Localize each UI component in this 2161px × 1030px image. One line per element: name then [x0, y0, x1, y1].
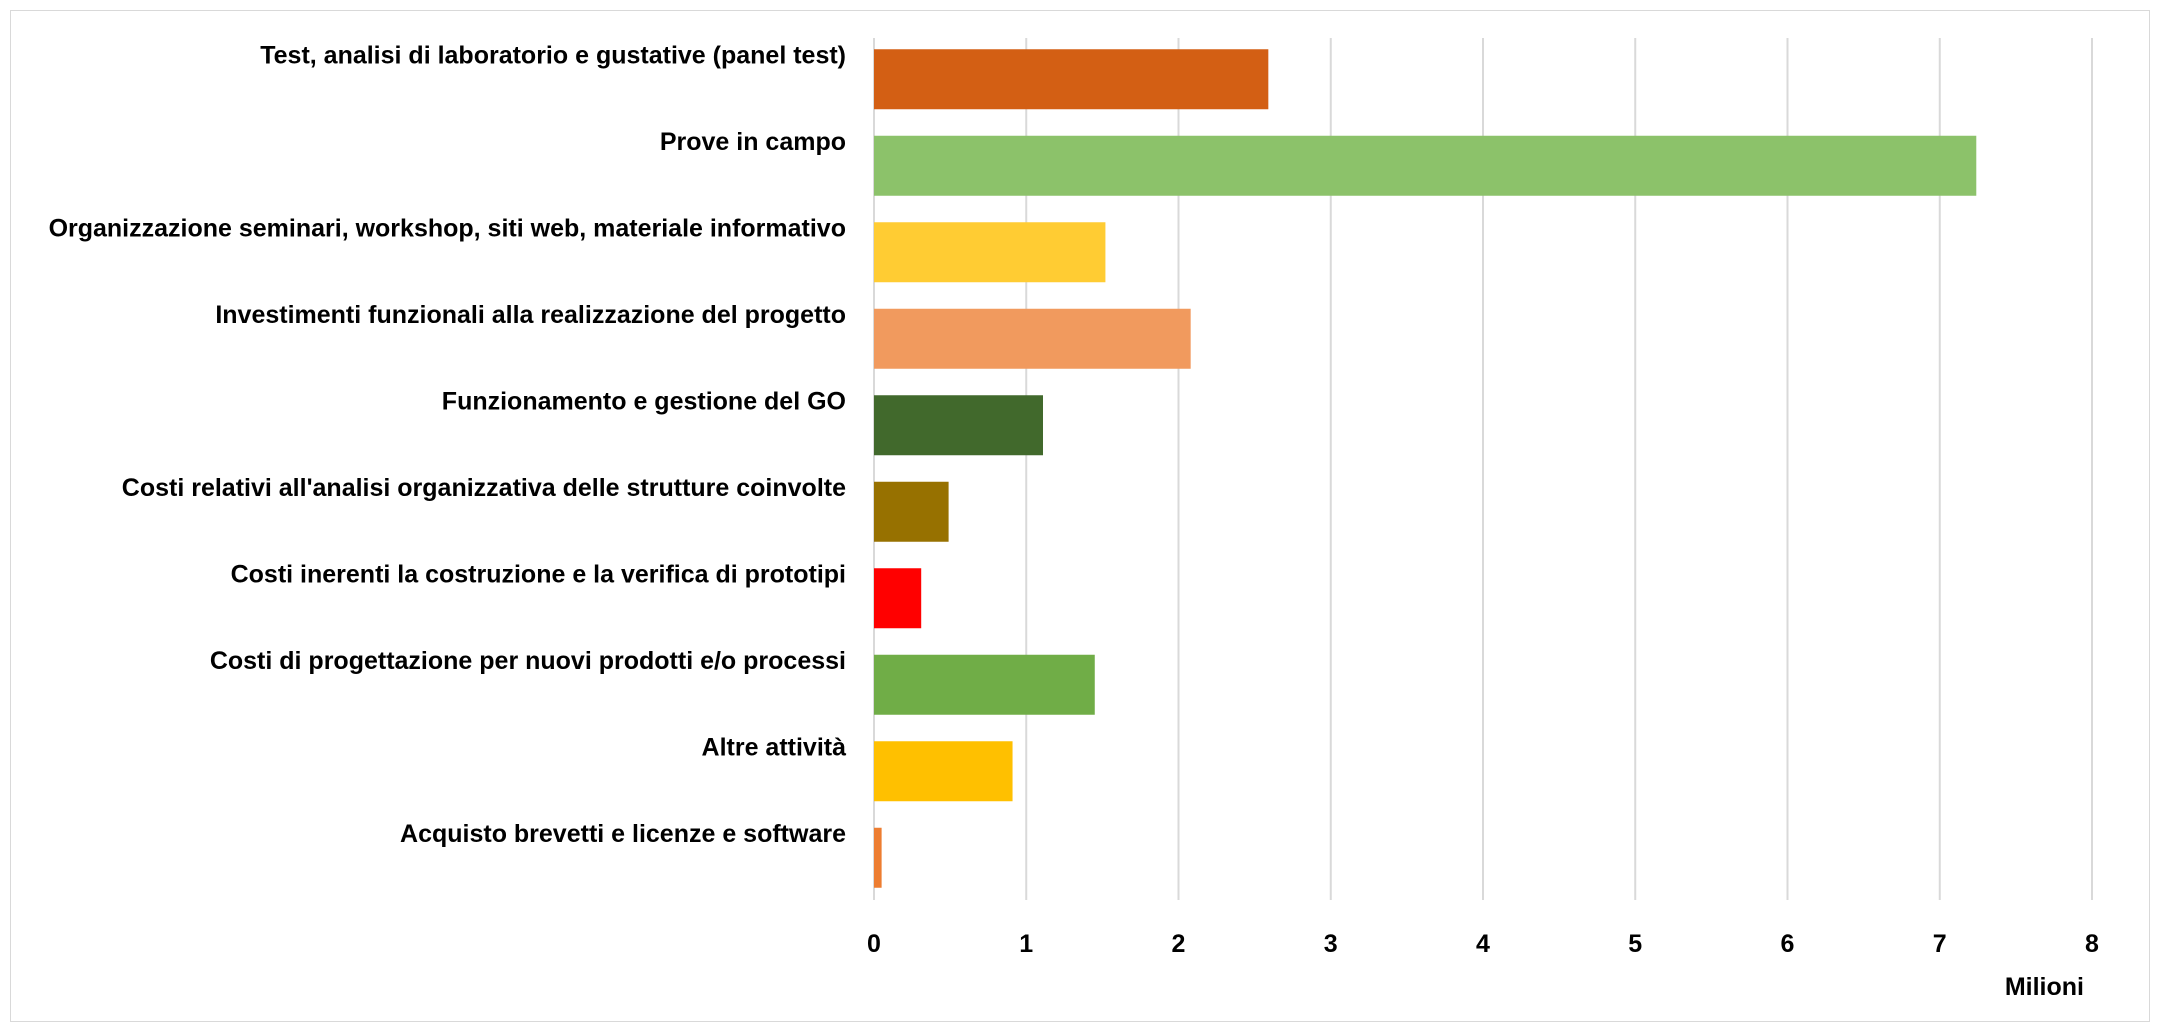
category-labels: Test, analisi di laboratorio e gustative… [49, 41, 847, 848]
x-tick-label: 1 [1019, 930, 1033, 958]
x-tick-label: 3 [1324, 930, 1338, 958]
bar [874, 222, 1106, 283]
category-label: Costi inerenti la costruzione e la verif… [231, 560, 846, 588]
x-tick-label: 0 [867, 930, 881, 958]
x-tick-label: 7 [1933, 930, 1947, 958]
x-tick-label: 5 [1628, 930, 1642, 958]
bar [874, 654, 1095, 715]
bar [874, 568, 922, 629]
x-tick-label: 8 [2085, 930, 2099, 958]
category-label: Costi di progettazione per nuovi prodott… [210, 647, 846, 675]
category-label: Investimenti funzionali alla realizzazio… [215, 301, 846, 329]
bar [874, 135, 1977, 196]
x-tick-label: 4 [1476, 930, 1490, 958]
x-axis-ticks: 0 1 2 3 4 5 6 7 8 [867, 930, 2099, 958]
bar [874, 741, 1013, 802]
bar [874, 827, 882, 888]
category-label: Acquisto brevetti e licenze e software [400, 820, 846, 848]
x-tick-label: 6 [1781, 930, 1795, 958]
category-label: Altre attività [702, 733, 847, 761]
category-label: Costi relativi all'analisi organizzativa… [122, 474, 846, 502]
bars [874, 49, 1977, 888]
category-label: Funzionamento e gestione del GO [442, 387, 846, 415]
category-label: Test, analisi di laboratorio e gustative… [260, 41, 846, 69]
x-tick-label: 2 [1172, 930, 1186, 958]
category-label: Prove in campo [660, 128, 846, 156]
bar [874, 481, 949, 542]
bar [874, 308, 1191, 369]
axis-unit-label: Milioni [2005, 973, 2084, 1001]
bar [874, 49, 1269, 110]
bar [874, 395, 1043, 456]
category-label: Organizzazione seminari, workshop, siti … [49, 214, 846, 242]
